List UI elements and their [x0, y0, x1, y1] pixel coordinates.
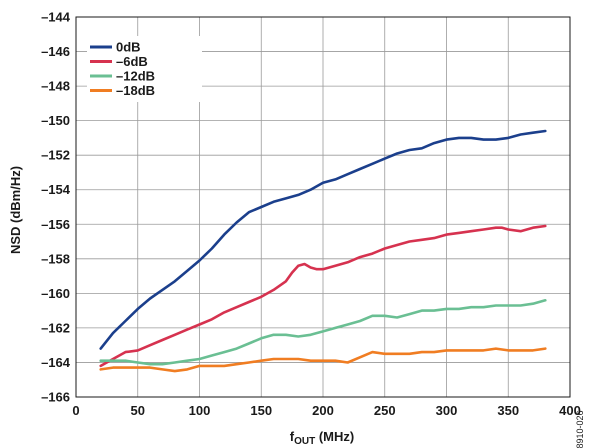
y-axis-title: NSD (dBm/Hz): [8, 166, 23, 254]
y-tick-label: –144: [41, 10, 71, 25]
y-tick-label: –158: [41, 251, 70, 266]
plot-frame: [75, 16, 571, 398]
x-axis-title-subscript: OUT: [294, 436, 315, 447]
y-tick-label: –160: [41, 286, 70, 301]
legend-label-1: –6dB: [116, 54, 148, 69]
x-axis-title-unit: (MHz): [315, 429, 354, 444]
series-line-3: [99, 347, 547, 373]
legend: 0dB–6dB–12dB–18dB: [87, 36, 202, 102]
legend-label-3: –18dB: [116, 83, 155, 98]
series-line-1: [99, 224, 547, 368]
legend-label-0: 0dB: [116, 40, 141, 55]
series-line-0: [99, 129, 547, 350]
series-line-2: [99, 299, 547, 366]
x-tick-label: 250: [374, 403, 396, 418]
x-axis-title: fOUT (MHz): [290, 429, 354, 447]
figure-id: 08910-026: [575, 410, 585, 448]
y-tick-label: –150: [41, 113, 70, 128]
x-tick-label: 350: [497, 403, 519, 418]
y-tick-label: –148: [41, 79, 70, 94]
x-tick-label: 200: [312, 403, 334, 418]
x-tick-label: 300: [436, 403, 458, 418]
series-layer: [99, 129, 547, 373]
x-tick-label: 150: [250, 403, 272, 418]
y-tick-label: –146: [41, 44, 70, 59]
legend-label-2: –12dB: [116, 69, 155, 84]
x-tick-label: 100: [189, 403, 211, 418]
y-tick-label: –166: [41, 390, 70, 405]
x-tick-label: 400: [559, 403, 581, 418]
y-tick-label: –162: [41, 320, 70, 335]
x-tick-label: 50: [131, 403, 145, 418]
x-axis-title-main: f: [290, 429, 295, 444]
y-tick-label: –152: [41, 148, 70, 163]
y-tick-label: –156: [41, 217, 70, 232]
tick-labels: 0 50 100 150 200 250 300 350 400 –144 –146 –148 –150…: [41, 10, 581, 419]
y-tick-label: –164: [41, 355, 71, 370]
y-tick-label: –154: [41, 182, 71, 197]
x-tick-label: 0: [72, 403, 79, 418]
